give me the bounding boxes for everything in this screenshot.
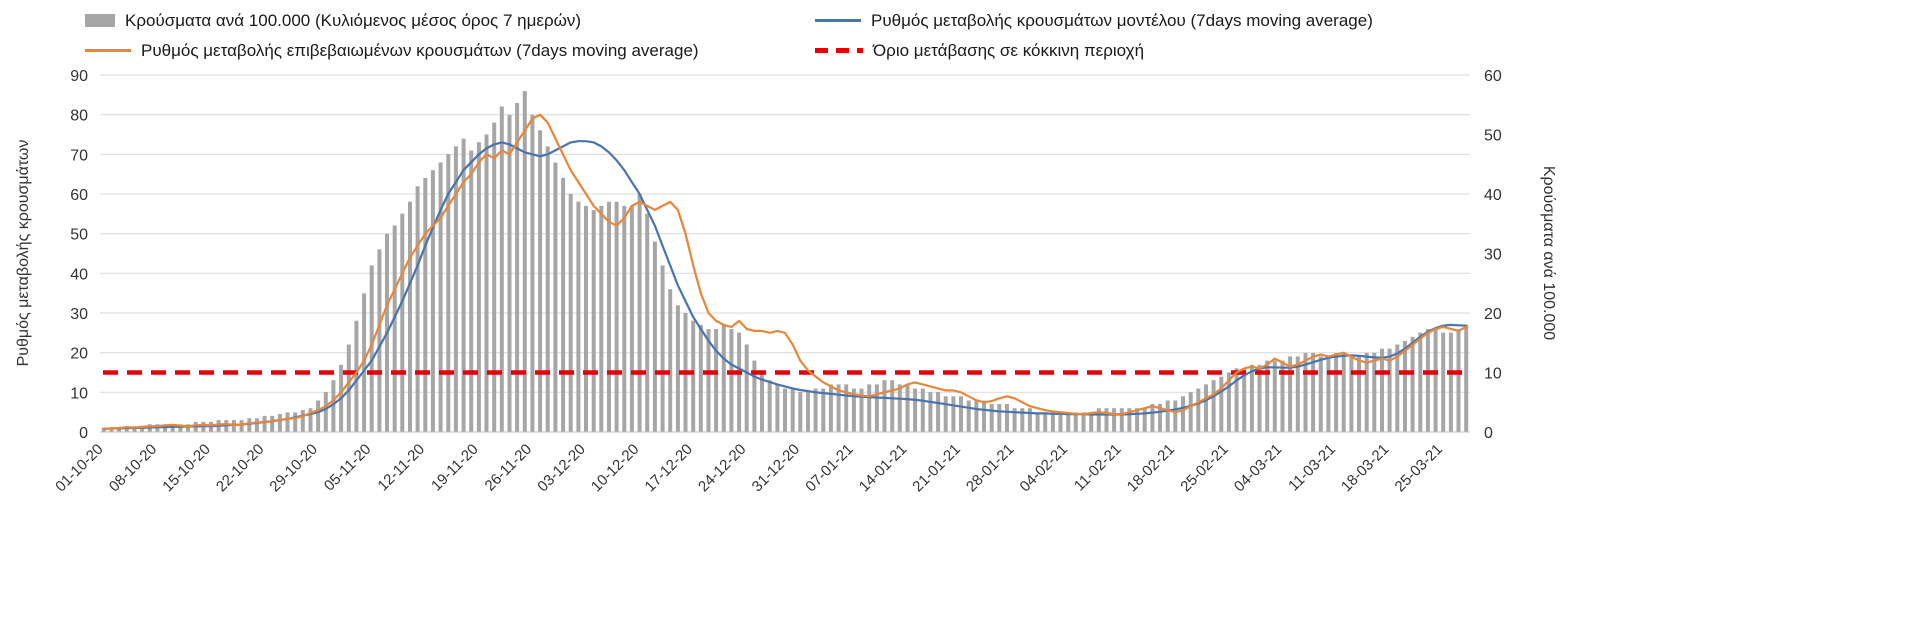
svg-text:70: 70 [70,147,88,164]
svg-text:07-01-21: 07-01-21 [802,441,856,495]
legend-label-model-rate: Ρυθμός μεταβολής κρουσμάτων μοντέλου (7d… [871,11,1373,30]
blue-line-swatch-icon [815,19,861,22]
svg-text:14-01-21: 14-01-21 [856,441,910,495]
svg-text:22-10-20: 22-10-20 [213,441,267,495]
svg-text:12-11-20: 12-11-20 [374,441,428,495]
gridlines [100,74,1470,433]
svg-text:80: 80 [70,108,88,125]
svg-text:0: 0 [1484,425,1493,442]
svg-text:01-10-20: 01-10-20 [52,441,106,495]
svg-text:26-11-20: 26-11-20 [482,441,536,495]
svg-text:08-10-20: 08-10-20 [106,441,160,495]
svg-text:05-11-20: 05-11-20 [321,441,375,495]
bar-swatch-icon [85,14,115,27]
svg-text:40: 40 [70,266,88,283]
legend-label-confirmed-rate: Ρυθμός μεταβολής επιβεβαιωμένων κρουσμάτ… [141,41,699,60]
svg-text:15-10-20: 15-10-20 [159,441,213,495]
combo-chart: 0 10 20 30 40 50 60 70 80 90 0 10 20 30 40 50 60 01-10-20… [52,68,1502,495]
svg-text:60: 60 [70,187,88,204]
svg-text:10: 10 [1484,366,1502,383]
svg-text:0: 0 [79,425,88,442]
svg-text:18-02-21: 18-02-21 [1124,441,1178,495]
legend-item-red-zone-threshold: Όριο μετάβασης σε κόκκινη περιοχή [815,38,1920,63]
svg-text:04-02-21: 04-02-21 [1017,441,1071,495]
svg-text:25-02-21: 25-02-21 [1177,441,1231,495]
svg-text:17-12-20: 17-12-20 [642,441,696,495]
legend-label-red-zone-threshold: Όριο μετάβασης σε κόκκινη περιοχή [873,41,1145,60]
svg-text:40: 40 [1484,187,1502,204]
svg-text:24-12-20: 24-12-20 [695,441,749,495]
confirmed-line [102,113,1468,430]
svg-text:18-03-21: 18-03-21 [1338,441,1392,495]
svg-text:20: 20 [70,346,88,363]
svg-text:21-01-21: 21-01-21 [909,441,963,495]
svg-text:03-12-20: 03-12-20 [534,441,588,495]
orange-line-swatch-icon [85,49,131,52]
svg-text:10-12-20: 10-12-20 [588,441,642,495]
legend-item-cases-per-100k: Κρούσματα ανά 100.000 (Κυλιόμενος μέσος … [85,8,815,33]
svg-text:10: 10 [70,385,88,402]
x-axis-tick-labels: 01-10-20 08-10-20 15-10-20 22-10-20 29-10-20… [52,441,1446,495]
svg-text:11-03-21: 11-03-21 [1285,441,1339,495]
svg-text:19-11-20: 19-11-20 [428,441,482,495]
svg-text:50: 50 [1484,128,1502,145]
left-axis-tick-labels: 0 10 20 30 40 50 60 70 80 90 [70,68,88,442]
svg-text:31-12-20: 31-12-20 [749,441,803,495]
svg-text:60: 60 [1484,68,1502,85]
svg-text:30: 30 [1484,247,1502,264]
svg-text:30: 30 [70,306,88,323]
chart-legend: Κρούσματα ανά 100.000 (Κυλιόμενος μέσος … [0,8,1920,63]
model-line [102,140,1468,430]
legend-item-model-rate: Ρυθμός μεταβολής κρουσμάτων μοντέλου (7d… [815,8,1920,33]
legend-item-confirmed-rate: Ρυθμός μεταβολής επιβεβαιωμένων κρουσμάτ… [85,38,815,63]
svg-text:20: 20 [1484,306,1502,323]
svg-text:28-01-21: 28-01-21 [963,441,1017,495]
bars-series [101,91,1469,433]
right-axis-tick-labels: 0 10 20 30 40 50 60 [1484,68,1502,442]
svg-text:29-10-20: 29-10-20 [266,441,320,495]
svg-text:90: 90 [70,68,88,85]
svg-text:04-03-21: 04-03-21 [1231,441,1285,495]
svg-text:50: 50 [70,227,88,244]
legend-label-cases-per-100k: Κρούσματα ανά 100.000 (Κυλιόμενος μέσος … [125,11,582,30]
red-dashed-swatch-icon [815,48,863,53]
svg-text:11-02-21: 11-02-21 [1071,441,1125,495]
svg-text:25-03-21: 25-03-21 [1392,441,1446,495]
